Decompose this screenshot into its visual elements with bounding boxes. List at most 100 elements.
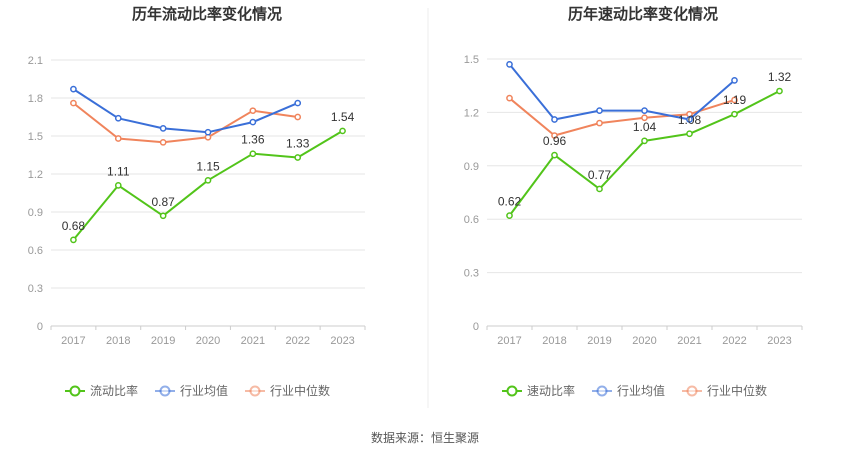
- y-tick-label: 0.9: [28, 207, 43, 219]
- data-point-industry-median: [294, 113, 302, 121]
- data-point-industry-median: [249, 107, 257, 115]
- y-tick-label: 0: [473, 321, 479, 333]
- legend-item-industry-median: 行业中位数: [245, 383, 330, 398]
- x-tick-label: 2023: [330, 335, 354, 347]
- data-point-industry-avg: [596, 107, 603, 114]
- y-tick-label: 1.2: [28, 169, 43, 181]
- data-label: 0.77: [588, 168, 612, 182]
- legend-item-industry-avg: 行业均值: [592, 383, 665, 398]
- y-tick-label: 1.5: [28, 131, 43, 143]
- x-tick-label: 2022: [722, 335, 746, 347]
- series-line-industry-avg: [508, 63, 736, 121]
- data-point-industry-median: [70, 99, 77, 107]
- legend-marker: [159, 385, 171, 397]
- data-label: 1.33: [286, 137, 310, 151]
- data-point-industry-avg: [731, 77, 738, 84]
- y-tick-label: 1.5: [464, 54, 479, 66]
- x-tick-label: 2021: [677, 335, 701, 347]
- legend-label: 行业均值: [617, 383, 665, 398]
- data-point-industry-median: [731, 96, 738, 104]
- y-tick-label: 1.8: [28, 93, 43, 105]
- data-label: 1.19: [723, 93, 747, 107]
- x-tick-label: 2019: [587, 335, 611, 347]
- data-point-industry-avg: [551, 116, 558, 123]
- legend-item-industry-avg: 行业均值: [155, 383, 228, 398]
- y-tick-label: 0.3: [28, 283, 43, 295]
- data-label: 1.32: [768, 70, 792, 84]
- legend-label: 速动比率: [527, 383, 575, 398]
- data-point-primary: [551, 151, 558, 159]
- x-tick-label: 2021: [241, 335, 265, 347]
- x-tick-label: 2017: [61, 335, 85, 347]
- data-point-primary: [596, 185, 603, 193]
- y-tick-label: 1.2: [464, 107, 479, 119]
- y-tick-label: 0.9: [464, 161, 479, 173]
- y-tick-label: 0.6: [28, 245, 43, 257]
- data-point-primary: [114, 182, 122, 189]
- legend-marker: [686, 385, 698, 397]
- data-label: 1.54: [331, 110, 355, 124]
- data-point-industry-avg: [294, 99, 302, 107]
- data-point-primary: [294, 154, 302, 161]
- data-point-industry-median: [641, 114, 648, 122]
- x-tick-label: 2022: [285, 335, 309, 347]
- data-label: 1.08: [678, 113, 702, 127]
- x-tick-label: 2018: [106, 335, 130, 347]
- data-point-primary: [339, 127, 346, 135]
- data-label: 0.68: [62, 219, 86, 233]
- current-ratio-chart: 0 0.3 0.6 0.9 1.2 1.5 1.8 2.1 2017 2018 2019 2020 20…: [28, 55, 366, 398]
- legend-label: 行业中位数: [270, 383, 330, 398]
- data-point-industry-avg: [159, 125, 167, 132]
- data-point-industry-avg: [204, 128, 212, 136]
- legend-marker: [506, 385, 518, 397]
- x-tick-label: 2018: [542, 335, 566, 347]
- data-point-industry-avg: [249, 118, 257, 126]
- data-point-industry-avg: [114, 114, 122, 122]
- data-label: 1.11: [107, 164, 130, 178]
- series-line-industry-median: [72, 102, 298, 144]
- data-label: 0.62: [498, 195, 522, 209]
- x-tick-label: 2019: [151, 335, 175, 347]
- legend-marker: [596, 385, 608, 397]
- y-tick-label: 2.1: [28, 55, 43, 67]
- x-tick-label: 2023: [767, 335, 791, 347]
- data-point-primary: [506, 212, 513, 219]
- data-point-primary: [204, 176, 212, 184]
- x-tick-label: 2020: [632, 335, 656, 347]
- x-tick-label: 2017: [497, 335, 521, 347]
- data-label: 1.15: [196, 159, 220, 173]
- data-point-industry-median: [551, 132, 558, 139]
- legend-marker: [69, 385, 81, 397]
- data-point-industry-median: [506, 94, 513, 102]
- y-tick-label: 0.6: [464, 214, 479, 226]
- data-point-primary: [249, 150, 257, 158]
- legend-label: 行业中位数: [707, 383, 767, 398]
- data-point-primary: [641, 137, 648, 145]
- data-point-industry-median: [114, 135, 122, 142]
- data-label: 1.04: [633, 120, 657, 134]
- legend-label: 流动比率: [90, 383, 138, 398]
- data-point-primary: [159, 212, 167, 220]
- y-tick-label: 0: [37, 321, 43, 333]
- chart-title-quick-ratio: 历年速动比率变化情况: [568, 5, 718, 23]
- data-point-primary: [776, 87, 783, 95]
- series-line-industry-avg: [72, 88, 299, 134]
- data-label: 0.87: [151, 195, 175, 209]
- quick-ratio-chart: 0 0.3 0.6 0.9 1.2 1.5 2017 2018 2019 2020 2021 2022…: [464, 54, 803, 398]
- data-point-industry-median: [596, 119, 603, 127]
- data-point-primary: [70, 236, 77, 244]
- y-tick-label: 0.3: [464, 268, 479, 280]
- data-point-industry-avg: [686, 116, 693, 123]
- data-point-industry-avg: [70, 85, 77, 93]
- legend-item-primary: 流动比率: [65, 383, 138, 398]
- data-source-note: 数据来源：恒生聚源: [371, 430, 479, 445]
- legend-item-primary: 速动比率: [502, 383, 575, 398]
- x-tick-label: 2020: [196, 335, 220, 347]
- data-point-industry-avg: [641, 107, 648, 114]
- data-label: 1.36: [241, 133, 265, 147]
- legend-marker: [249, 385, 261, 397]
- data-label: 0.96: [543, 134, 567, 148]
- legend-item-industry-median: 行业中位数: [682, 383, 767, 398]
